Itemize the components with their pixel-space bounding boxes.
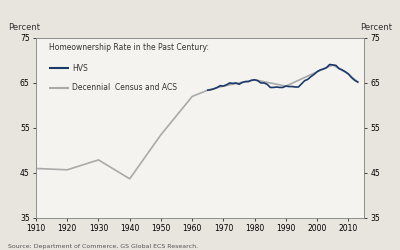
Text: Percent: Percent	[360, 24, 392, 32]
Text: Decennial  Census and ACS: Decennial Census and ACS	[72, 84, 177, 92]
Text: Percent: Percent	[8, 24, 40, 32]
Text: Homeownership Rate in the Past Century:: Homeownership Rate in the Past Century:	[49, 43, 209, 52]
Text: Source: Department of Commerce, GS Global ECS Research.: Source: Department of Commerce, GS Globa…	[8, 244, 198, 249]
Text: HVS: HVS	[72, 64, 88, 72]
